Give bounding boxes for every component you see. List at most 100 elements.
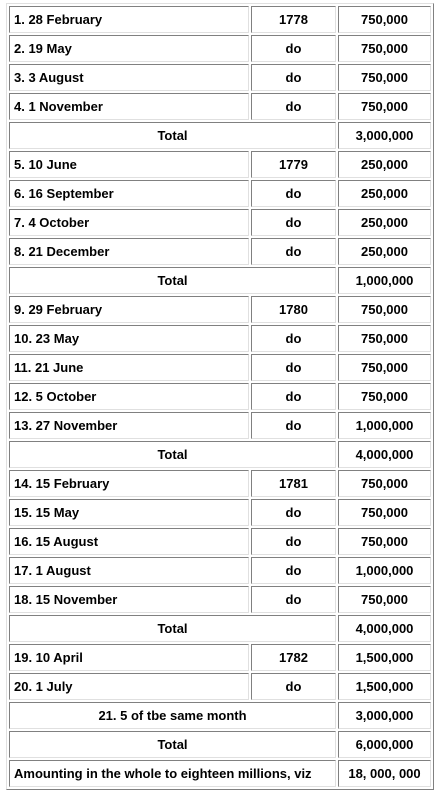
amount-cell: 1,000,000: [338, 267, 431, 294]
table-row: 17. 1 August do 1,000,000: [9, 557, 431, 584]
year-cell: 1779: [251, 151, 336, 178]
table-row: 2. 19 May do 750,000: [9, 35, 431, 62]
year-cell: do: [251, 209, 336, 236]
amount-cell: 750,000: [338, 499, 431, 526]
table-row: 18. 15 November do 750,000: [9, 586, 431, 613]
date-cell: 14. 15 February: [9, 470, 249, 497]
year-cell: do: [251, 557, 336, 584]
table-row: 21. 5 of tbe same month 3,000,000: [9, 702, 431, 729]
date-cell: 2. 19 May: [9, 35, 249, 62]
date-cell: 18. 15 November: [9, 586, 249, 613]
amount-cell: 18, 000, 000: [338, 760, 431, 787]
amount-cell: 250,000: [338, 238, 431, 265]
year-cell: do: [251, 412, 336, 439]
table-row: Total 1,000,000: [9, 267, 431, 294]
year-cell: do: [251, 586, 336, 613]
year-cell: do: [251, 35, 336, 62]
amount-cell: 750,000: [338, 586, 431, 613]
date-cell: 13. 27 November: [9, 412, 249, 439]
date-cell: 9. 29 February: [9, 296, 249, 323]
date-cell: 15. 15 May: [9, 499, 249, 526]
date-cell: 8. 21 December: [9, 238, 249, 265]
summary-label: Total: [9, 267, 336, 294]
amount-cell: 750,000: [338, 93, 431, 120]
date-cell: 6. 16 September: [9, 180, 249, 207]
amount-cell: 4,000,000: [338, 441, 431, 468]
year-cell: do: [251, 325, 336, 352]
year-cell: do: [251, 499, 336, 526]
amount-cell: 750,000: [338, 35, 431, 62]
summary-label: Total: [9, 441, 336, 468]
amount-cell: 250,000: [338, 180, 431, 207]
table-row: Total 4,000,000: [9, 441, 431, 468]
table-row: 19. 10 April 1782 1,500,000: [9, 644, 431, 671]
amount-cell: 3,000,000: [338, 702, 431, 729]
amount-cell: 250,000: [338, 209, 431, 236]
summary-label: 21. 5 of tbe same month: [9, 702, 336, 729]
year-cell: 1782: [251, 644, 336, 671]
date-cell: 16. 15 August: [9, 528, 249, 555]
table-row: 3. 3 August do 750,000: [9, 64, 431, 91]
date-cell: 5. 10 June: [9, 151, 249, 178]
amount-cell: 250,000: [338, 151, 431, 178]
date-cell: 1. 28 February: [9, 6, 249, 33]
date-cell: 17. 1 August: [9, 557, 249, 584]
amount-cell: 3,000,000: [338, 122, 431, 149]
date-cell: 4. 1 November: [9, 93, 249, 120]
amount-cell: 750,000: [338, 470, 431, 497]
year-cell: do: [251, 673, 336, 700]
table-row: 6. 16 September do 250,000: [9, 180, 431, 207]
year-cell: do: [251, 180, 336, 207]
amount-cell: 750,000: [338, 528, 431, 555]
date-cell: 3. 3 August: [9, 64, 249, 91]
table-row: 10. 23 May do 750,000: [9, 325, 431, 352]
table-row: Total 3,000,000: [9, 122, 431, 149]
amount-cell: 750,000: [338, 354, 431, 381]
amount-cell: 4,000,000: [338, 615, 431, 642]
date-cell: 11. 21 June: [9, 354, 249, 381]
year-cell: do: [251, 528, 336, 555]
date-cell: 10. 23 May: [9, 325, 249, 352]
amount-cell: 750,000: [338, 64, 431, 91]
table-row: Amounting in the whole to eighteen milli…: [9, 760, 431, 787]
table-row: 13. 27 November do 1,000,000: [9, 412, 431, 439]
date-cell: 12. 5 October: [9, 383, 249, 410]
table-row: 16. 15 August do 750,000: [9, 528, 431, 555]
table-row: 11. 21 June do 750,000: [9, 354, 431, 381]
summary-label: Total: [9, 122, 336, 149]
table-row: 7. 4 October do 250,000: [9, 209, 431, 236]
table-row: 12. 5 October do 750,000: [9, 383, 431, 410]
year-cell: do: [251, 383, 336, 410]
table-row: Total 4,000,000: [9, 615, 431, 642]
table-row: 20. 1 July do 1,500,000: [9, 673, 431, 700]
amount-cell: 750,000: [338, 6, 431, 33]
table-row: Total 6,000,000: [9, 731, 431, 758]
table-row: 4. 1 November do 750,000: [9, 93, 431, 120]
year-cell: 1781: [251, 470, 336, 497]
payment-table: 1. 28 February 1778 750,000 2. 19 May do 750,…: [6, 3, 434, 790]
table-row: 1. 28 February 1778 750,000: [9, 6, 431, 33]
amount-cell: 1,000,000: [338, 557, 431, 584]
date-cell: 7. 4 October: [9, 209, 249, 236]
summary-label: Amounting in the whole to eighteen milli…: [9, 760, 336, 787]
amount-cell: 1,000,000: [338, 412, 431, 439]
year-cell: 1780: [251, 296, 336, 323]
table-row: 5. 10 June 1779 250,000: [9, 151, 431, 178]
year-cell: do: [251, 93, 336, 120]
amount-cell: 1,500,000: [338, 644, 431, 671]
table-row: 9. 29 February 1780 750,000: [9, 296, 431, 323]
table-row: 15. 15 May do 750,000: [9, 499, 431, 526]
date-cell: 19. 10 April: [9, 644, 249, 671]
year-cell: do: [251, 64, 336, 91]
summary-label: Total: [9, 731, 336, 758]
year-cell: 1778: [251, 6, 336, 33]
year-cell: do: [251, 238, 336, 265]
table-row: 8. 21 December do 250,000: [9, 238, 431, 265]
amount-cell: 1,500,000: [338, 673, 431, 700]
year-cell: do: [251, 354, 336, 381]
summary-label: Total: [9, 615, 336, 642]
amount-cell: 750,000: [338, 325, 431, 352]
amount-cell: 750,000: [338, 296, 431, 323]
amount-cell: 750,000: [338, 383, 431, 410]
